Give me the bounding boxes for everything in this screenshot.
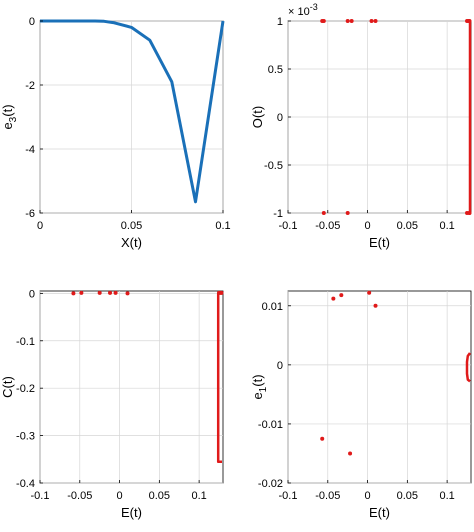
y-tick-label: 0.5 [268, 64, 283, 76]
x-axis-label: E(t) [369, 505, 390, 520]
data-point [467, 19, 472, 23]
ticks-e1: -0.1 -0.05 0 0.05 0.1 0.01 0 -0.01 -0.02 [258, 301, 455, 502]
y-tick-label: 0 [29, 16, 35, 28]
y-tick-label: -0.2 [16, 383, 35, 395]
y-tick-label: 1 [277, 16, 283, 28]
y-tick-label: 0.01 [262, 301, 283, 313]
y-axis-label: e3(t) [0, 104, 19, 129]
x-tick-label: 0.05 [121, 220, 142, 232]
panel-e3: 0 0.05 0.1 0 -2 -4 -6 X(t) e3(t) [0, 16, 231, 250]
y-tick-label: -1 [273, 208, 283, 220]
x-tick-label: 0 [117, 490, 123, 502]
x-tick-label: -0.05 [315, 220, 340, 232]
x-axis-label: E(t) [121, 505, 142, 520]
axis-exponent-power: -3 [310, 2, 318, 12]
y-tick-label: -0.1 [16, 336, 35, 348]
x-tick-label: 0.1 [439, 490, 454, 502]
grid-c [39, 291, 223, 484]
x-tick-label: 0.05 [397, 490, 418, 502]
y-axis-label-main: e [0, 122, 15, 129]
panel-o: -0.1 -0.05 0 0.05 0.1 1 0.5 0 -0.5 -1 E(t) O(t) ×… [250, 2, 472, 250]
x-tick-label: 0 [365, 490, 371, 502]
data-point [369, 19, 374, 23]
data-point [345, 19, 350, 23]
grid-e3 [39, 20, 224, 214]
data-point [345, 211, 350, 215]
data-point [331, 296, 336, 301]
y-tick-label: -0.01 [258, 419, 283, 431]
marks-e3 [40, 19, 225, 204]
x-tick-label: -0.1 [279, 220, 298, 232]
ticks-c: -0.1 -0.05 0 0.05 0.1 0 -0.1 -0.2 -0.3 -0.4 [16, 288, 207, 502]
data-point [373, 303, 378, 308]
data-point [97, 290, 102, 295]
y-axis-label: C(t) [0, 376, 15, 398]
x-tick-label: -0.1 [31, 490, 50, 502]
ticks-e3: 0 0.05 0.1 0 -2 -4 -6 [25, 16, 230, 232]
x-tick-label: 0.1 [439, 220, 454, 232]
x-tick-label: -0.1 [279, 490, 298, 502]
y-tick-label: -4 [25, 144, 35, 156]
y-axis-label-tail: (t) [0, 104, 15, 116]
marks-o [320, 19, 472, 215]
y-tick-label: -0.4 [16, 478, 35, 490]
ticks-o: -0.1 -0.05 0 0.05 0.1 1 0.5 0 -0.5 -1 [264, 16, 455, 232]
y-axis-label: O(t) [250, 106, 265, 128]
x-axis-label: E(t) [369, 235, 390, 250]
data-point [113, 290, 118, 295]
data-point [349, 19, 354, 23]
y-axis-label-tail: (t) [250, 374, 265, 386]
y-tick-label: -6 [25, 208, 35, 220]
data-point [321, 211, 326, 215]
series-curve [465, 352, 472, 383]
panel-c: -0.1 -0.05 0 0.05 0.10-0.1-0.2-0.3-0.4 E(t) … [0, 288, 224, 520]
data-point [467, 211, 472, 215]
x-axis-label: X(t) [121, 235, 142, 250]
x-tick-label: -0.05 [315, 490, 340, 502]
grid-e1 [287, 291, 471, 484]
x-tick-label: 0 [365, 220, 371, 232]
data-point [367, 290, 372, 295]
data-point [79, 290, 84, 295]
plot-area-c [39, 290, 224, 484]
x-tick-label: 0.05 [149, 490, 170, 502]
panel-e1: -0.1 -0.05 0 0.05 0.1 0.01 0 -0.01 -0.02 E(t) e1… [250, 290, 472, 520]
data-point [348, 451, 353, 456]
series-line [40, 19, 225, 204]
data-point [71, 291, 76, 296]
data-point [320, 436, 325, 441]
plot-area-e1 [287, 290, 472, 484]
data-point [108, 290, 113, 295]
data-point [339, 293, 344, 298]
axis-exponent-label: × 10-3 [288, 2, 318, 18]
y-axis-label: e1(t) [250, 374, 269, 399]
x-tick-label: -0.05 [67, 490, 92, 502]
y-axis-label-sub: 3 [8, 116, 19, 122]
marks-c [71, 290, 224, 463]
data-point [125, 291, 130, 296]
data-point [321, 19, 326, 23]
x-tick-label: 0.1 [191, 490, 206, 502]
x-tick-label: 0.05 [397, 220, 418, 232]
y-tick-label: 0 [277, 112, 283, 124]
y-tick-label: -2 [25, 80, 35, 92]
y-tick-label: -0.02 [258, 478, 283, 490]
y-tick-label: 0 [277, 360, 283, 372]
y-axis-label-main: e [250, 392, 265, 399]
marks-e1 [320, 290, 472, 456]
y-axis-label-sub: 1 [258, 386, 269, 392]
axis-exponent-base: × 10 [288, 6, 310, 18]
y-tick-label: 0 [29, 288, 35, 300]
y-tick-label: -0.3 [16, 431, 35, 443]
y-tick-label: -0.5 [264, 160, 283, 172]
x-tick-label: 0.1 [215, 220, 230, 232]
data-point [373, 19, 378, 23]
data-point [219, 290, 224, 295]
x-tick-label: 0 [37, 220, 43, 232]
